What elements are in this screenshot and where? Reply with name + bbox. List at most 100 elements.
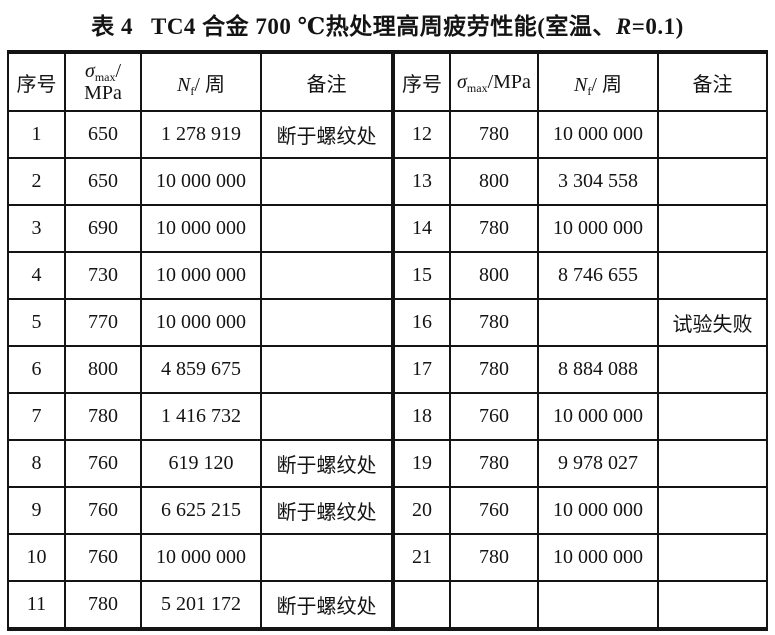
cell-serial-no: 7 <box>7 392 66 441</box>
sigma-subscript: max <box>466 80 488 95</box>
cell-remarks <box>657 392 768 441</box>
cell-serial-no: 14 <box>393 204 451 253</box>
sigma-symbol: σ <box>84 59 95 82</box>
header-remarks: 备注 <box>657 54 768 112</box>
cell-nf-cycles: 619 120 <box>140 439 262 488</box>
cell-nf-cycles: 1 416 732 <box>140 392 262 441</box>
cell-remarks <box>657 251 768 300</box>
cell-remarks: 断于螺纹处 <box>260 439 393 488</box>
cell-serial-no: 2 <box>7 157 66 206</box>
cell-remarks <box>657 580 768 627</box>
nf-subscript: f <box>190 83 195 98</box>
cell-serial-no: 1 <box>7 110 66 159</box>
cell-sigma-max: 690 <box>64 204 142 253</box>
cell-sigma-max: 780 <box>449 345 539 394</box>
left-subtable: 序号 σmax/ MPa Nf/ 周 备注 1 650 1 278 919 断于螺纹处… <box>7 54 393 627</box>
table-row: 2 650 10 000 000 <box>7 157 393 206</box>
cell-serial-no: 13 <box>393 157 451 206</box>
header-remarks: 备注 <box>260 54 393 112</box>
nf-symbol: N <box>177 73 191 96</box>
cell-nf-cycles <box>537 580 659 627</box>
cell-sigma-max: 760 <box>449 486 539 535</box>
sigma-unit: MPa <box>84 81 122 104</box>
header-sigma-max: σmax/MPa <box>449 54 539 112</box>
cell-serial-no: 12 <box>393 110 451 159</box>
nf-suffix: / 周 <box>194 73 225 96</box>
cell-nf-cycles: 10 000 000 <box>140 204 262 253</box>
cell-remarks <box>260 533 393 582</box>
cell-remarks <box>260 157 393 206</box>
header-serial-no: 序号 <box>7 54 66 112</box>
cell-nf-cycles: 9 978 027 <box>537 439 659 488</box>
table-row: 6 800 4 859 675 <box>7 345 393 394</box>
cell-serial-no: 10 <box>7 533 66 582</box>
cell-serial-no: 21 <box>393 533 451 582</box>
cell-remarks: 断于螺纹处 <box>260 110 393 159</box>
cell-serial-no: 15 <box>393 251 451 300</box>
cell-sigma-max: 780 <box>449 439 539 488</box>
cell-sigma-max: 730 <box>64 251 142 300</box>
cell-nf-cycles: 6 625 215 <box>140 486 262 535</box>
cell-nf-cycles: 8 884 088 <box>537 345 659 394</box>
cell-serial-no: 20 <box>393 486 451 535</box>
table-row: 19 780 9 978 027 <box>393 439 768 488</box>
cell-remarks: 断于螺纹处 <box>260 486 393 535</box>
cell-remarks <box>657 345 768 394</box>
cell-sigma-max: 760 <box>64 533 142 582</box>
nf-subscript: f <box>587 83 592 98</box>
table-row: 5 770 10 000 000 <box>7 298 393 347</box>
cell-sigma-max: 760 <box>64 486 142 535</box>
header-sigma-max: σmax/ MPa <box>64 54 142 112</box>
table-row <box>393 580 768 627</box>
table-title: 表 4 TC4 合金 700 ℃热处理高周疲劳性能(室温、R=0.1) <box>0 0 775 50</box>
table-row: 4 730 10 000 000 <box>7 251 393 300</box>
table-row: 20 760 10 000 000 <box>393 486 768 535</box>
fatigue-data-table: 序号 σmax/ MPa Nf/ 周 备注 1 650 1 278 919 断于螺纹处… <box>7 50 768 631</box>
cell-remarks <box>657 486 768 535</box>
table-row: 9 760 6 625 215 断于螺纹处 <box>7 486 393 535</box>
cell-sigma-max: 800 <box>64 345 142 394</box>
table-row: 12 780 10 000 000 <box>393 110 768 159</box>
cell-nf-cycles: 10 000 000 <box>537 110 659 159</box>
cell-remarks <box>657 533 768 582</box>
nf-symbol: N <box>574 73 588 96</box>
sigma-line1: σmax/ <box>84 59 121 83</box>
cell-nf-cycles: 10 000 000 <box>537 486 659 535</box>
table-row: 18 760 10 000 000 <box>393 392 768 441</box>
cell-sigma-max: 760 <box>449 392 539 441</box>
cell-serial-no: 16 <box>393 298 451 347</box>
cell-remarks <box>260 345 393 394</box>
nf-suffix: / 周 <box>591 73 622 96</box>
cell-nf-cycles: 8 746 655 <box>537 251 659 300</box>
cell-remarks: 断于螺纹处 <box>260 580 393 627</box>
cell-sigma-max: 800 <box>449 251 539 300</box>
cell-sigma-max: 650 <box>64 110 142 159</box>
cell-serial-no <box>393 580 451 627</box>
cell-remarks: 试验失败 <box>657 298 768 347</box>
table-row: 16 780 试验失败 <box>393 298 768 347</box>
cell-nf-cycles: 5 201 172 <box>140 580 262 627</box>
cell-serial-no: 9 <box>7 486 66 535</box>
table-row: 15 800 8 746 655 <box>393 251 768 300</box>
cell-remarks <box>657 439 768 488</box>
table-row: 7 780 1 416 732 <box>7 392 393 441</box>
cell-sigma-max: 780 <box>64 580 142 627</box>
header-row: 序号 σmax/ MPa Nf/ 周 备注 <box>7 54 393 112</box>
cell-serial-no: 17 <box>393 345 451 394</box>
cell-nf-cycles: 10 000 000 <box>140 533 262 582</box>
cell-serial-no: 19 <box>393 439 451 488</box>
left-table-header: 序号 σmax/ MPa Nf/ 周 备注 <box>7 54 393 112</box>
cell-sigma-max: 780 <box>449 110 539 159</box>
cell-sigma-max: 650 <box>64 157 142 206</box>
cell-nf-cycles: 10 000 000 <box>140 157 262 206</box>
cell-serial-no: 6 <box>7 345 66 394</box>
cell-nf-cycles: 10 000 000 <box>537 392 659 441</box>
table-row: 13 800 3 304 558 <box>393 157 768 206</box>
cell-nf-cycles: 3 304 558 <box>537 157 659 206</box>
cell-nf-cycles: 10 000 000 <box>537 533 659 582</box>
cell-nf-cycles: 1 278 919 <box>140 110 262 159</box>
cell-sigma-max: 800 <box>449 157 539 206</box>
cell-nf-cycles: 10 000 000 <box>537 204 659 253</box>
cell-sigma-max: 780 <box>449 298 539 347</box>
